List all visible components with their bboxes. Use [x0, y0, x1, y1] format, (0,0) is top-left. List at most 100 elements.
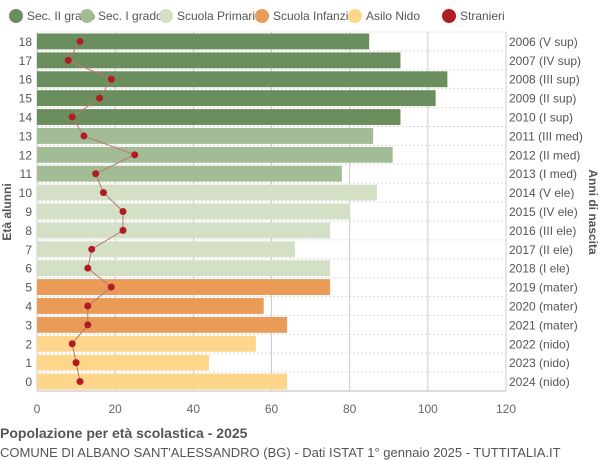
bar-age-12	[37, 146, 393, 163]
birth-year-label: 2022 (nido)	[509, 337, 570, 351]
legend-marker-4	[348, 9, 362, 23]
stranieri-point-age-10	[99, 189, 107, 197]
stranieri-point-age-11	[92, 170, 100, 178]
y-tick-label: 11	[20, 167, 33, 181]
y-tick-label: 17	[19, 54, 33, 68]
x-tick-label: 80	[343, 402, 357, 416]
birth-year-label: 2013 (I med)	[509, 167, 577, 181]
x-tick-label: 120	[496, 402, 516, 416]
y-tick-label: 8	[25, 224, 32, 238]
y-tick-label: 0	[25, 375, 32, 389]
y-tick-label: 14	[19, 111, 33, 125]
y-axis-title: Età alunni	[0, 183, 14, 240]
stranieri-point-age-0	[76, 378, 84, 386]
birth-year-label: 2024 (nido)	[509, 375, 570, 389]
legend-label: Stranieri	[460, 9, 505, 23]
stranieri-point-age-17	[64, 56, 72, 64]
stranieri-point-age-14	[68, 113, 76, 121]
stranieri-point-age-2	[68, 340, 76, 348]
chart-title: Popolazione per età scolastica - 2025	[0, 425, 248, 441]
bar-age-7	[37, 241, 295, 258]
y-tick-label: 16	[19, 73, 33, 87]
x-tick-label: 60	[265, 402, 279, 416]
x-tick-label: 40	[187, 402, 201, 416]
chart-subtitle: COMUNE DI ALBANO SANT'ALESSANDRO (BG) - …	[0, 445, 561, 460]
birth-year-label: 2009 (II sup)	[509, 92, 576, 106]
bar-age-4	[37, 298, 264, 314]
legend-marker-0	[9, 9, 23, 23]
birth-year-label: 2011 (III med)	[509, 129, 583, 143]
x-tick-label: 100	[418, 402, 438, 416]
legend-marker-1	[80, 9, 94, 23]
birth-year-label: 2021 (mater)	[509, 318, 578, 332]
birth-year-label: 2017 (II ele)	[509, 243, 573, 257]
bar-age-0	[37, 373, 288, 390]
y-tick-label: 1	[25, 356, 32, 370]
y-tick-label: 6	[25, 262, 32, 276]
x-tick-label: 0	[34, 402, 41, 416]
birth-year-label: 2018 (I ele)	[509, 262, 570, 276]
birth-year-label: 2010 (I sup)	[509, 111, 573, 125]
y-tick-label: 10	[19, 186, 33, 200]
birth-year-label: 2012 (II med)	[509, 148, 580, 162]
legend-label: Scuola Infanzia	[273, 9, 355, 23]
y-tick-label: 13	[19, 129, 33, 143]
y-tick-label: 15	[19, 92, 33, 106]
legend-marker-3	[255, 9, 269, 23]
stranieri-point-age-15	[96, 94, 104, 102]
bar-age-5	[37, 279, 331, 296]
stranieri-point-age-13	[80, 132, 88, 140]
bar-age-10	[37, 184, 378, 201]
birth-year-label: 2020 (mater)	[509, 299, 578, 313]
legend-label: Asilo Nido	[366, 9, 420, 23]
bar-age-14	[37, 109, 401, 125]
stranieri-point-age-18	[76, 37, 84, 45]
birth-year-label: 2016 (III ele)	[509, 224, 576, 238]
bar-age-15	[37, 90, 436, 107]
birth-year-label: 2007 (IV sup)	[509, 54, 581, 68]
birth-year-label: 2019 (mater)	[509, 281, 578, 295]
legend-label: Sec. II grado	[27, 9, 95, 23]
birth-year-label: 2006 (V sup)	[509, 35, 578, 49]
stranieri-point-age-16	[107, 75, 115, 83]
stranieri-point-age-7	[88, 245, 96, 253]
bar-age-1	[37, 354, 209, 371]
bar-age-16	[37, 71, 448, 88]
bar-age-6	[37, 260, 331, 277]
x-tick-label: 20	[108, 402, 122, 416]
bar-age-8	[37, 222, 331, 239]
stranieri-point-age-12	[131, 151, 139, 159]
birth-year-label: 2008 (III sup)	[509, 73, 580, 87]
stranieri-point-age-6	[84, 264, 92, 272]
birth-year-label: 2015 (IV ele)	[509, 205, 578, 219]
legend-label: Scuola Primaria	[177, 9, 262, 23]
stranieri-point-age-4	[84, 302, 92, 310]
stranieri-point-age-8	[119, 226, 127, 234]
y-tick-label: 3	[25, 318, 32, 332]
bar-age-2	[37, 335, 256, 352]
legend-label: Sec. I grado	[98, 9, 163, 23]
birth-year-label: 2023 (nido)	[509, 356, 570, 370]
legend-marker-5	[442, 9, 456, 23]
y-tick-label: 7	[25, 243, 32, 257]
stranieri-point-age-5	[107, 283, 115, 291]
legend-marker-2	[159, 9, 173, 23]
y-tick-label: 12	[19, 148, 33, 162]
y-tick-label: 18	[19, 35, 33, 49]
y-axis-right-title: Anni di nascita	[586, 169, 600, 255]
y-tick-label: 4	[25, 299, 32, 313]
y-tick-label: 5	[25, 281, 32, 295]
y-tick-label: 2	[25, 337, 32, 351]
stranieri-point-age-1	[72, 359, 80, 367]
y-tick-label: 9	[25, 205, 32, 219]
stranieri-point-age-3	[84, 321, 92, 329]
bar-age-3	[37, 316, 288, 333]
bar-age-9	[37, 203, 350, 220]
birth-year-label: 2014 (V ele)	[509, 186, 574, 200]
bar-age-11	[37, 165, 342, 182]
bar-age-13	[37, 127, 374, 144]
bar-age-17	[37, 52, 401, 69]
bar-age-18	[37, 33, 370, 50]
